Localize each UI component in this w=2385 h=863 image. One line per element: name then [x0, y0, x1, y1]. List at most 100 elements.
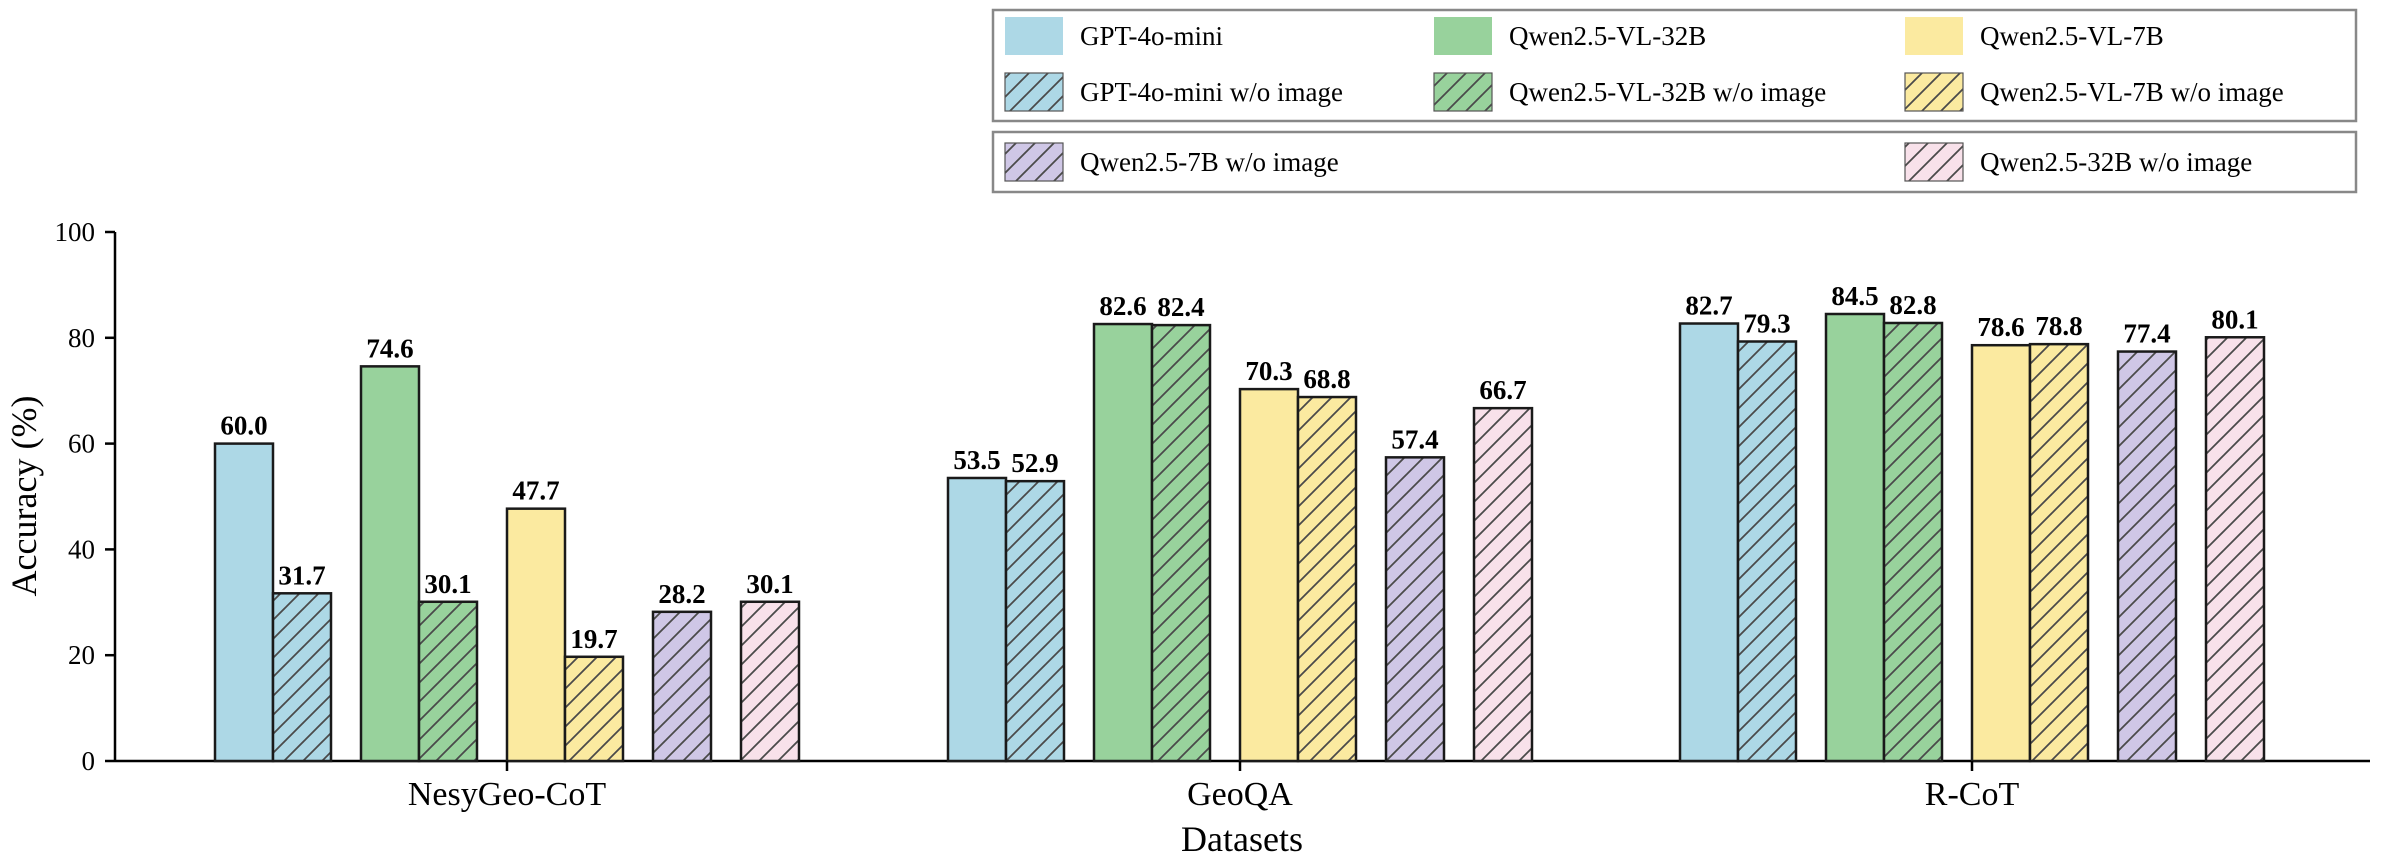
- bar-value-label: 77.4: [2123, 319, 2170, 349]
- bar-hatch: [2206, 337, 2264, 761]
- legend-swatch-outline: [1004, 72, 1064, 112]
- bar-outline: [563, 655, 625, 763]
- bar-outline: [1384, 456, 1446, 763]
- bar-value-label: 74.6: [366, 333, 413, 363]
- legend-swatch-outline: [1904, 142, 1964, 182]
- legend-swatch-outline: [1904, 72, 1964, 112]
- bar-fill: [215, 443, 273, 761]
- bar-fill: [1094, 324, 1152, 761]
- bar-value-label: 82.6: [1099, 291, 1146, 321]
- legend-swatch-hatch: [1905, 73, 1963, 111]
- legend-swatch-outline: [1004, 142, 1064, 182]
- bar-hatch: [1884, 322, 1942, 761]
- bar-hatch: [2030, 344, 2088, 761]
- bar-hatch: [419, 601, 477, 761]
- bar-outline: [2116, 350, 2178, 763]
- legend-swatch: [1005, 17, 1063, 55]
- bar-outline: [1882, 321, 1944, 763]
- legend-label: Qwen2.5-VL-32B: [1509, 21, 1706, 51]
- bar-hatch: [565, 656, 623, 761]
- legend-label: GPT-4o-mini: [1080, 21, 1223, 51]
- bar-value-label: 70.3: [1245, 356, 1292, 386]
- x-axis-title: Datasets: [1181, 819, 1303, 859]
- x-tick-label: NesyGeo-CoT: [408, 776, 607, 813]
- bar-hatch: [1474, 408, 1532, 761]
- bar-outline: [2204, 336, 2266, 763]
- bar-outline: [417, 600, 479, 763]
- legend-swatch-hatch: [1005, 143, 1063, 181]
- legend-swatch: [1434, 17, 1492, 55]
- bar-fill: [507, 508, 565, 761]
- bar-value-label: 78.6: [1977, 312, 2024, 342]
- bar-value-label: 60.0: [220, 411, 267, 441]
- legend-label: Qwen2.5-32B w/o image: [1980, 147, 2252, 177]
- bar-fill: [1680, 323, 1738, 761]
- legend-swatch-outline: [1433, 72, 1493, 112]
- bar-value-label: 82.4: [1157, 292, 1204, 322]
- y-tick-label: 80: [68, 323, 95, 353]
- legend-label: Qwen2.5-VL-7B w/o image: [1980, 77, 2284, 107]
- y-tick-label: 0: [82, 746, 96, 776]
- bar-fill: [361, 366, 419, 761]
- bar-outline: [1004, 479, 1066, 763]
- legend-label: Qwen2.5-VL-32B w/o image: [1509, 77, 1826, 107]
- bar-value-label: 28.2: [658, 579, 705, 609]
- x-tick-label: R-CoT: [1925, 776, 2020, 813]
- x-tick-label: GeoQA: [1187, 776, 1293, 813]
- bar-value-label: 31.7: [278, 560, 325, 590]
- bars-group: 60.0 31.7 74.6 30.1 47.7 19.7 28.2 30.1 53.5 52.9…: [213, 281, 2266, 763]
- bar-value-label: 52.9: [1011, 448, 1058, 478]
- bar-outline: [739, 600, 801, 763]
- legend-label: Qwen2.5-7B w/o image: [1080, 147, 1339, 177]
- bar-outline: [359, 365, 421, 763]
- bar-hatch: [2118, 351, 2176, 761]
- legend-swatch-hatch: [1005, 73, 1063, 111]
- y-axis: 0 20 40 60 80 100: [55, 217, 115, 776]
- legend-secondary-frame: [991, 130, 2358, 194]
- bar-outline: [505, 507, 567, 763]
- bar-value-label: 66.7: [1479, 375, 1526, 405]
- bar-value-label: 80.1: [2211, 304, 2258, 334]
- y-tick-label: 40: [68, 534, 95, 564]
- bar-hatch: [1298, 397, 1356, 761]
- bar-outline: [271, 592, 333, 763]
- bar-value-label: 82.8: [1889, 290, 1936, 320]
- bar-outline: [1296, 395, 1358, 763]
- bar-hatch: [1738, 341, 1796, 761]
- bar-hatch: [741, 601, 799, 761]
- bar-hatch: [653, 611, 711, 761]
- bar-value-label: 82.7: [1685, 291, 1732, 321]
- bar-value-label: 30.1: [424, 569, 471, 599]
- bar-hatch: [273, 593, 331, 761]
- bar-hatch: [1152, 325, 1210, 761]
- bar-fill: [1240, 389, 1298, 761]
- bar-fill: [948, 477, 1006, 761]
- bar-outline: [651, 610, 713, 763]
- bar-fill: [1826, 313, 1884, 761]
- bar-hatch: [1386, 457, 1444, 761]
- bar-outline: [1472, 406, 1534, 763]
- bar-fill: [1972, 345, 2030, 761]
- legend-primary: GPT-4o-mini Qwen2.5-VL-32B Qwen2.5-VL-7B GP…: [991, 8, 2358, 123]
- y-tick-label: 20: [68, 640, 95, 670]
- legend-label: Qwen2.5-VL-7B: [1980, 21, 2164, 51]
- legend-label: GPT-4o-mini w/o image: [1080, 77, 1343, 107]
- category-labels: NesyGeo-CoT GeoQA R-CoT: [408, 761, 2020, 813]
- bar-value-label: 84.5: [1831, 281, 1878, 311]
- bar-value-label: 47.7: [512, 476, 559, 506]
- y-tick-label: 60: [68, 429, 95, 459]
- legend-primary-frame: [991, 8, 2358, 123]
- bar-outline: [1736, 340, 1798, 763]
- bar-outline: [1150, 323, 1212, 763]
- bar-hatch: [1006, 481, 1064, 761]
- bar-value-label: 79.3: [1743, 309, 1790, 339]
- legend-secondary: Qwen2.5-7B w/o image Qwen2.5-32B w/o imag…: [991, 130, 2358, 194]
- y-axis-title: Accuracy (%): [4, 396, 44, 597]
- bar-value-label: 19.7: [570, 624, 617, 654]
- bar-value-label: 30.1: [746, 569, 793, 599]
- bar-value-label: 68.8: [1303, 364, 1350, 394]
- legend-swatch: [1905, 17, 1963, 55]
- legend-swatch-hatch: [1905, 143, 1963, 181]
- bar-value-label: 57.4: [1391, 424, 1438, 454]
